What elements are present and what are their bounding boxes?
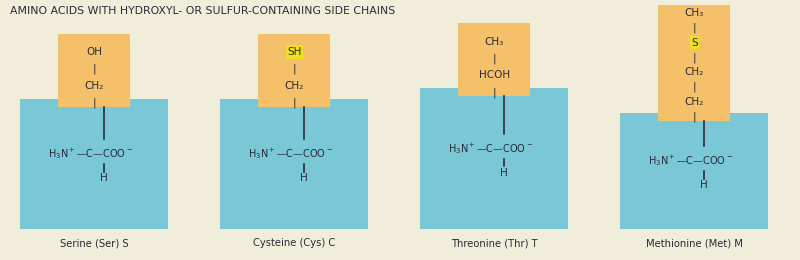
Text: |: | xyxy=(93,64,96,74)
Text: H: H xyxy=(500,168,508,178)
Bar xyxy=(421,88,568,229)
Text: HCOH: HCOH xyxy=(479,70,510,80)
Text: |: | xyxy=(293,64,296,74)
Text: H: H xyxy=(300,173,308,183)
Bar xyxy=(258,34,330,107)
Text: |: | xyxy=(693,112,696,122)
Text: H$_3$N$^+$—C—COO$^-$: H$_3$N$^+$—C—COO$^-$ xyxy=(648,153,733,168)
Text: H$_3$N$^+$—C—COO$^-$: H$_3$N$^+$—C—COO$^-$ xyxy=(448,141,533,156)
Text: OH: OH xyxy=(86,47,102,57)
Text: CH₂: CH₂ xyxy=(285,81,304,91)
Text: Cysteine (Cys) C: Cysteine (Cys) C xyxy=(254,238,335,248)
Text: H: H xyxy=(700,180,708,190)
Text: H$_3$N$^+$—C—COO$^-$: H$_3$N$^+$—C—COO$^-$ xyxy=(248,146,333,161)
Text: S: S xyxy=(691,38,698,48)
Bar xyxy=(621,113,768,229)
Text: CH₂: CH₂ xyxy=(685,67,704,77)
Text: |: | xyxy=(293,98,296,108)
Bar xyxy=(658,5,730,121)
Bar xyxy=(458,23,530,96)
Text: |: | xyxy=(693,82,696,92)
Text: |: | xyxy=(93,98,96,108)
Text: SH: SH xyxy=(287,47,302,57)
Text: H$_3$N$^+$—C—COO$^-$: H$_3$N$^+$—C—COO$^-$ xyxy=(48,146,133,161)
Text: Threonine (Thr) T: Threonine (Thr) T xyxy=(451,238,538,248)
Text: |: | xyxy=(493,53,496,64)
Text: |: | xyxy=(493,87,496,98)
Text: Methionine (Met) M: Methionine (Met) M xyxy=(646,238,743,248)
Bar xyxy=(58,34,130,107)
Text: |: | xyxy=(693,23,696,33)
Bar xyxy=(20,99,169,229)
Text: CH₂: CH₂ xyxy=(85,81,104,91)
Text: CH₃: CH₃ xyxy=(685,8,704,18)
Text: |: | xyxy=(693,52,696,63)
Text: Serine (Ser) S: Serine (Ser) S xyxy=(60,238,129,248)
Text: H: H xyxy=(100,173,108,183)
Text: AMINO ACIDS WITH HYDROXYL- OR SULFUR-CONTAINING SIDE CHAINS: AMINO ACIDS WITH HYDROXYL- OR SULFUR-CON… xyxy=(10,6,395,16)
Bar xyxy=(220,99,368,229)
Text: CH₂: CH₂ xyxy=(685,97,704,107)
Text: CH₃: CH₃ xyxy=(485,37,504,47)
